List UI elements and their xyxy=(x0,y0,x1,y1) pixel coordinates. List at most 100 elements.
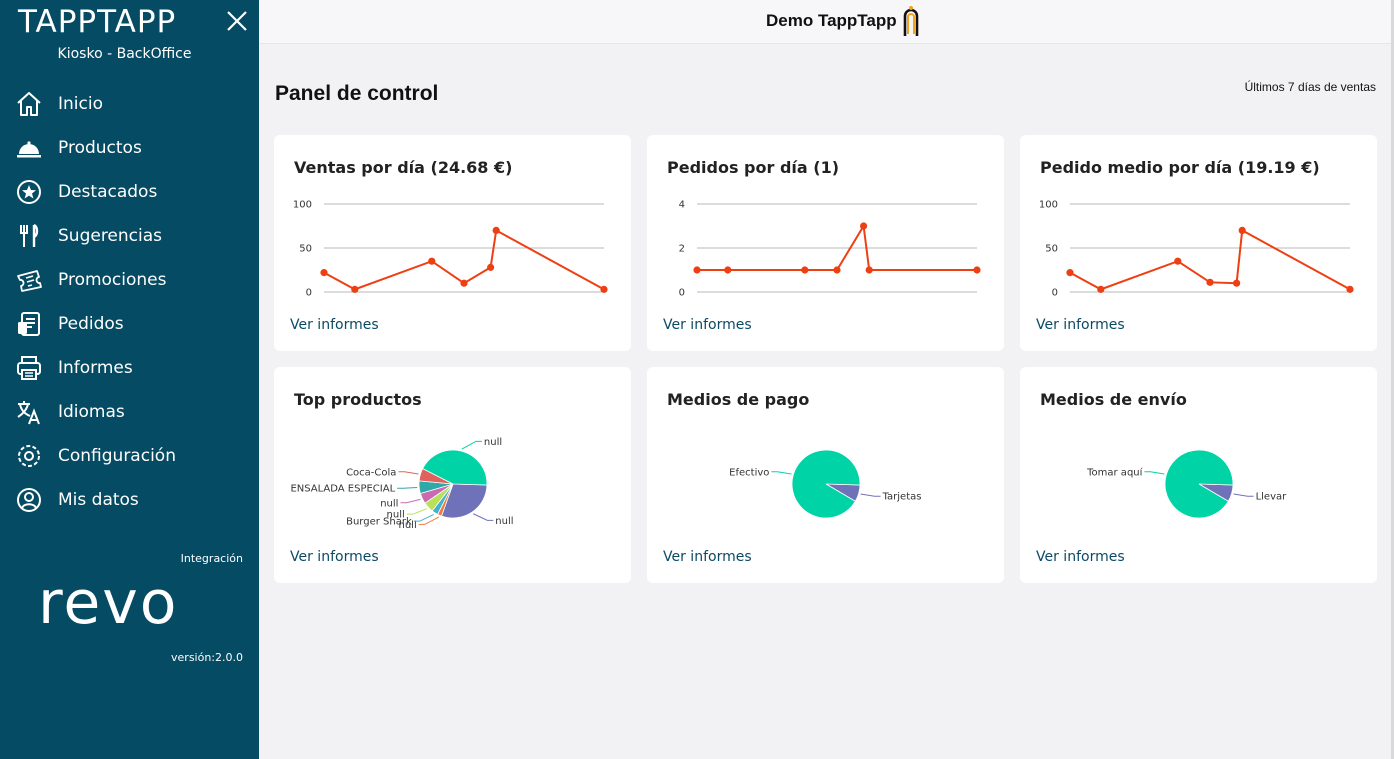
ver-informes-link[interactable]: Ver informes xyxy=(290,317,379,333)
data-point xyxy=(428,257,436,265)
sidebar-item-inicio[interactable]: Inicio xyxy=(0,82,259,126)
data-point xyxy=(1238,226,1246,234)
y-tick-label: 2 xyxy=(679,244,685,255)
ver-informes-link[interactable]: Ver informes xyxy=(290,549,379,565)
pie-label: Burger Shark xyxy=(346,517,412,528)
pie-slice xyxy=(1164,449,1234,519)
card-top-productos: Top productos null null Burger Shark null nu… xyxy=(274,367,631,583)
sidebar-item-configuracion[interactable]: Configuración xyxy=(0,434,259,478)
pie-chart: Llevar Tomar aquí xyxy=(1086,449,1287,519)
pie-label: Efectivo xyxy=(729,467,769,478)
data-point xyxy=(1174,257,1182,265)
brand-subtitle: Kiosko - BackOffice xyxy=(57,46,192,62)
data-point xyxy=(693,266,701,274)
y-tick-label: 100 xyxy=(293,200,312,211)
cutlery-icon xyxy=(14,221,44,251)
tapptapp-logo-icon xyxy=(903,6,919,36)
sidebar-item-promociones[interactable]: Promociones xyxy=(0,258,259,302)
data-point xyxy=(1346,285,1354,293)
data-point xyxy=(492,226,500,234)
pie-leader-line xyxy=(398,471,419,475)
sidebar-item-productos[interactable]: Productos xyxy=(0,126,259,170)
pie-slice xyxy=(441,483,488,519)
line-chart: 0 50 100 xyxy=(293,200,608,299)
y-tick-label: 0 xyxy=(679,288,685,299)
pie-label: Tomar aquí xyxy=(1086,466,1144,478)
pie-leader-line xyxy=(418,516,439,525)
sidebar-item-destacados[interactable]: Destacados xyxy=(0,170,259,214)
sidebar-item-label: Sugerencias xyxy=(58,226,163,246)
pie-label: null xyxy=(380,498,398,509)
gear-icon xyxy=(14,441,44,471)
sidebar-nav: Inicio Productos Destacados Sugerencias … xyxy=(0,82,259,522)
sidebar-item-label: Idiomas xyxy=(58,402,125,422)
pie-leader-line xyxy=(771,471,792,475)
data-point xyxy=(801,266,809,274)
cloche-icon xyxy=(14,133,44,163)
card-medios-envio: Medios de envío Llevar Tomar aquí Ver inf… xyxy=(1020,367,1377,583)
sidebar-item-sugerencias[interactable]: Sugerencias xyxy=(0,214,259,258)
card-title: Ventas por día (24.68 €) xyxy=(294,158,513,177)
data-point xyxy=(973,266,981,274)
close-icon[interactable] xyxy=(222,6,252,36)
pie-label: Coca-Cola xyxy=(346,467,396,478)
printer-icon xyxy=(14,353,44,383)
header-title: Demo TappTapp xyxy=(766,11,897,30)
translate-icon xyxy=(14,397,44,427)
sidebar-item-label: Promociones xyxy=(58,270,167,290)
card-medios-pago: Medios de pago Tarjetas Efectivo Ver info… xyxy=(647,367,1004,583)
data-point xyxy=(833,266,841,274)
card-ventas: Ventas por día (24.68 €) 0 50 100 Ver info… xyxy=(274,135,631,351)
pie-leader-line xyxy=(400,498,421,504)
sidebar-item-mis-datos[interactable]: Mis datos xyxy=(0,478,259,522)
data-point xyxy=(1097,285,1105,293)
pie-leader-line xyxy=(473,513,494,521)
data-point xyxy=(1066,269,1074,277)
ver-informes-link[interactable]: Ver informes xyxy=(663,549,752,565)
data-point xyxy=(724,266,732,274)
pie-slice xyxy=(422,449,488,486)
date-range-label: Últimos 7 días de ventas xyxy=(1244,80,1376,94)
home-icon xyxy=(14,89,44,119)
sidebar-item-idiomas[interactable]: Idiomas xyxy=(0,390,259,434)
sidebar-item-label: Productos xyxy=(58,138,142,158)
card-title: Medios de pago xyxy=(667,390,810,409)
card-title: Pedido medio por día (19.19 €) xyxy=(1040,158,1320,177)
user-icon xyxy=(14,485,44,515)
data-point xyxy=(320,269,328,277)
ticket-icon xyxy=(14,265,44,295)
top-bar: Demo TappTapp xyxy=(259,0,1394,44)
card-title: Pedidos por día (1) xyxy=(667,158,840,177)
y-tick-label: 50 xyxy=(1045,244,1058,255)
sidebar-item-informes[interactable]: Informes xyxy=(0,346,259,390)
orders-icon xyxy=(14,309,44,339)
sidebar-item-label: Inicio xyxy=(58,94,103,114)
ver-informes-link[interactable]: Ver informes xyxy=(663,317,752,333)
pie-leader-line xyxy=(461,440,482,450)
pie-leader-line xyxy=(413,513,434,522)
sidebar-item-label: Destacados xyxy=(58,182,158,202)
y-tick-label: 100 xyxy=(1039,200,1058,211)
sidebar-item-label: Informes xyxy=(58,358,133,378)
y-tick-label: 0 xyxy=(1052,288,1058,299)
brand-logo: TAPPTAPP xyxy=(18,4,177,40)
sidebar-item-label: Pedidos xyxy=(58,314,124,334)
sidebar-item-pedidos[interactable]: Pedidos xyxy=(0,302,259,346)
page-title: Panel de control xyxy=(275,82,439,105)
pie-leader-line xyxy=(406,508,427,515)
data-point xyxy=(487,263,495,271)
pie-slice xyxy=(791,449,861,519)
pie-leader-line xyxy=(1144,471,1165,475)
line-chart: 0 50 100 xyxy=(1039,200,1354,299)
pie-leader-line xyxy=(860,493,881,497)
sidebar-item-label: Mis datos xyxy=(58,490,139,510)
pie-label: null xyxy=(495,516,513,527)
data-point xyxy=(460,279,468,287)
ver-informes-link[interactable]: Ver informes xyxy=(1036,317,1125,333)
y-tick-label: 4 xyxy=(679,200,685,211)
ver-informes-link[interactable]: Ver informes xyxy=(1036,549,1125,565)
revo-logo: revo xyxy=(38,568,179,638)
data-point xyxy=(865,266,873,274)
data-point xyxy=(1206,278,1214,286)
